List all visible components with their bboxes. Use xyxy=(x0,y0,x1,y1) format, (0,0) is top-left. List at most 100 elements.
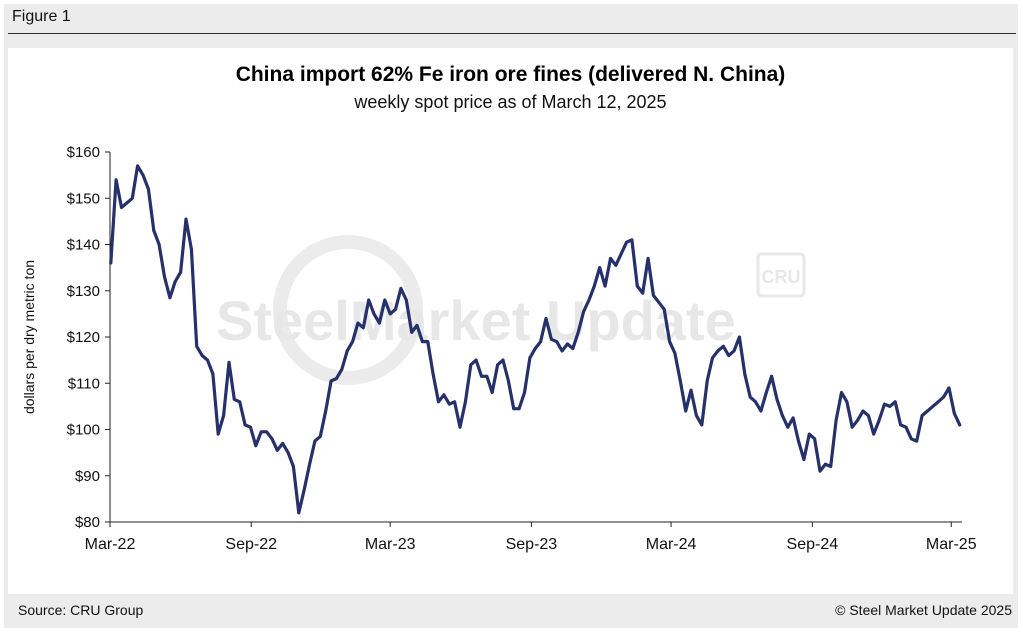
data-point xyxy=(582,310,585,313)
figure-label: Figure 1 xyxy=(12,8,71,25)
data-point xyxy=(216,432,220,436)
data-point xyxy=(705,379,709,383)
data-point xyxy=(861,409,865,413)
data-point xyxy=(872,432,876,436)
data-point xyxy=(340,368,344,371)
data-point xyxy=(442,393,446,397)
data-point xyxy=(926,409,929,413)
data-point xyxy=(668,340,671,343)
data-point xyxy=(888,405,892,408)
data-point xyxy=(716,349,720,353)
series-group xyxy=(109,164,962,515)
data-point xyxy=(163,275,166,279)
data-point xyxy=(195,344,199,348)
data-point xyxy=(141,173,145,177)
data-point xyxy=(517,407,521,411)
data-point xyxy=(378,321,381,325)
y-tick-label: $160 xyxy=(67,144,100,161)
data-point xyxy=(721,344,725,348)
x-tick-label: Mar-23 xyxy=(365,536,416,553)
data-point xyxy=(743,372,747,376)
data-point xyxy=(125,201,129,205)
data-point xyxy=(786,425,790,429)
x-ticks: Mar-22 Sep-22 Mar-23 Sep-23 Mar-24 Sep-24 Mar-… xyxy=(85,522,977,553)
data-point xyxy=(652,294,655,297)
data-point xyxy=(646,257,650,260)
data-point xyxy=(754,400,757,404)
data-point xyxy=(227,361,231,364)
y-tick-label: $80 xyxy=(75,514,100,531)
data-point xyxy=(942,395,945,399)
data-point xyxy=(254,444,258,448)
data-point xyxy=(512,407,516,411)
data-point xyxy=(673,351,677,355)
data-point xyxy=(732,349,736,353)
y-tick-label: $130 xyxy=(67,283,100,300)
data-point xyxy=(157,243,161,246)
data-point xyxy=(523,391,526,394)
data-point xyxy=(818,469,822,473)
data-point xyxy=(361,326,365,330)
data-point xyxy=(797,439,800,443)
data-point xyxy=(431,372,435,376)
data-point xyxy=(243,423,247,427)
data-point xyxy=(200,354,204,357)
y-tick-label: $100 xyxy=(67,422,100,439)
data-point xyxy=(641,291,645,295)
watermark-swoosh-icon xyxy=(273,235,423,385)
data-point xyxy=(883,402,886,406)
x-tick-label: Mar-22 xyxy=(85,536,136,553)
x-tick-label: Sep-23 xyxy=(506,536,558,553)
chart-panel xyxy=(8,48,1013,594)
data-point xyxy=(356,321,360,325)
data-point xyxy=(915,439,919,443)
data-point xyxy=(958,423,962,427)
data-point xyxy=(528,356,532,360)
data-point xyxy=(791,416,795,420)
data-point xyxy=(598,266,602,269)
data-point xyxy=(802,458,806,461)
data-point xyxy=(619,252,623,256)
data-point xyxy=(689,388,693,392)
data-point xyxy=(845,400,849,404)
data-point xyxy=(678,379,682,383)
data-point xyxy=(807,432,811,436)
data-point xyxy=(759,409,763,413)
data-point xyxy=(184,217,188,221)
data-point xyxy=(480,374,483,378)
data-point xyxy=(292,465,295,468)
data-point xyxy=(738,335,741,339)
data-point xyxy=(211,372,215,376)
data-point xyxy=(550,337,553,341)
data-point xyxy=(249,425,252,429)
data-point xyxy=(152,229,156,233)
watermark-text: SteelMarket Update xyxy=(216,289,736,352)
chart-title: China import 62% Fe iron ore fines (deli… xyxy=(235,63,786,86)
data-point xyxy=(238,400,242,404)
data-point xyxy=(265,430,268,434)
data-point xyxy=(447,402,451,406)
data-point xyxy=(179,270,183,274)
data-point xyxy=(571,347,575,350)
copyright-note: © Steel Market Update 2025 xyxy=(835,602,1012,618)
data-point xyxy=(947,386,951,390)
data-point xyxy=(367,298,371,302)
data-point xyxy=(313,439,317,443)
data-point xyxy=(318,435,322,438)
y-axis-label: dollars per dry metric ton xyxy=(21,260,37,414)
data-point xyxy=(867,414,870,417)
data-point xyxy=(952,411,956,415)
data-point xyxy=(130,196,134,200)
data-point xyxy=(576,331,580,334)
data-point xyxy=(281,442,285,445)
data-point xyxy=(748,395,752,399)
data-point xyxy=(695,414,698,417)
data-point xyxy=(297,511,301,515)
data-point xyxy=(625,240,628,244)
data-point xyxy=(893,400,897,404)
data-point xyxy=(829,465,833,468)
data-point xyxy=(501,358,505,362)
data-point xyxy=(469,363,473,367)
data-point xyxy=(394,307,397,311)
y-tick-label: $140 xyxy=(67,237,100,254)
